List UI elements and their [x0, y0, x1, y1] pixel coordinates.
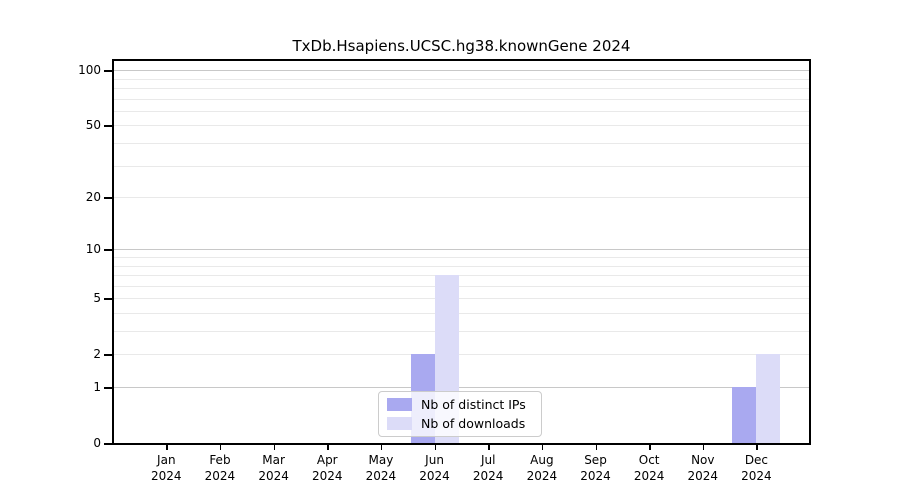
minor-gridline	[114, 298, 809, 300]
x-tick-mark	[488, 445, 490, 450]
bar-downloads	[756, 354, 781, 443]
y-tick-mark	[104, 249, 112, 251]
bar-distinct-ips	[732, 387, 757, 443]
minor-gridline	[114, 275, 809, 277]
legend: Nb of distinct IPs Nb of downloads	[378, 391, 542, 437]
x-tick-mark	[166, 445, 168, 450]
y-tick-mark	[104, 354, 112, 356]
x-tick-mark	[434, 445, 437, 450]
x-tick-label: Jun 2024	[419, 453, 450, 483]
minor-gridline	[114, 354, 809, 356]
minor-gridline	[114, 312, 809, 314]
legend-label-distinct-ips: Nb of distinct IPs	[421, 397, 526, 412]
y-tick-label: 2	[93, 347, 101, 362]
x-tick-label: Apr 2024	[311, 453, 343, 483]
y-tick-label: 5	[93, 291, 101, 306]
y-tick-mark	[104, 387, 112, 389]
x-tick-label: Mar 2024	[258, 453, 289, 483]
y-tick-mark	[104, 125, 112, 127]
x-tick-mark	[649, 445, 651, 450]
x-tick-label: Sep 2024	[580, 453, 611, 483]
x-tick-label: Jan 2024	[151, 453, 182, 483]
x-tick-mark	[541, 445, 544, 450]
y-tick-label: 0	[93, 436, 101, 450]
legend-entry-distinct-ips: Nb of distinct IPs	[387, 397, 533, 412]
y-tick-mark	[104, 70, 112, 72]
x-tick-mark	[595, 445, 597, 450]
y-tick-mark	[104, 197, 112, 199]
x-tick-label: Nov 2024	[687, 453, 719, 483]
y-tick-label: 50	[85, 118, 101, 133]
minor-gridline	[114, 165, 809, 167]
minor-gridline	[114, 110, 809, 112]
y-tick-label: 10	[85, 242, 101, 257]
x-tick-mark	[219, 445, 222, 450]
y-tick-label: 1	[93, 380, 101, 394]
major-gridline	[114, 70, 809, 72]
x-tick-mark	[702, 445, 705, 450]
y-tick-label: 20	[85, 190, 101, 205]
major-gridline	[114, 387, 809, 388]
legend-swatch-distinct-ips	[387, 398, 412, 411]
minor-gridline	[114, 197, 809, 199]
y-tick-mark	[104, 298, 112, 300]
legend-swatch-downloads	[387, 417, 412, 430]
y-tick-label: 100	[78, 63, 101, 78]
minor-gridline	[114, 98, 809, 100]
major-gridline	[114, 249, 809, 251]
x-tick-label: Aug 2024	[526, 453, 558, 483]
x-tick-mark	[756, 445, 758, 450]
minor-gridline	[114, 257, 809, 258]
x-tick-label: Jul 2024	[472, 453, 504, 483]
x-tick-label: Feb 2024	[204, 453, 236, 483]
chart-title: TxDb.Hsapiens.UCSC.hg38.knownGene 2024	[292, 37, 631, 55]
minor-gridline	[114, 285, 809, 287]
x-tick-label: Dec 2024	[741, 453, 772, 483]
minor-gridline	[114, 78, 809, 80]
plot-area: Nb of distinct IPs Nb of downloads	[112, 59, 811, 445]
minor-gridline	[114, 143, 809, 145]
minor-gridline	[114, 88, 809, 90]
legend-entry-downloads: Nb of downloads	[387, 416, 533, 431]
minor-gridline	[114, 265, 809, 267]
minor-gridline	[114, 125, 809, 127]
x-tick-mark	[273, 445, 276, 450]
x-tick-mark	[380, 445, 383, 450]
x-tick-label: Oct 2024	[633, 453, 665, 483]
x-tick-mark	[327, 445, 329, 450]
minor-gridline	[114, 331, 809, 333]
x-tick-label: May 2024	[365, 453, 397, 483]
legend-label-downloads: Nb of downloads	[421, 416, 526, 431]
y-tick-mark	[104, 443, 112, 445]
